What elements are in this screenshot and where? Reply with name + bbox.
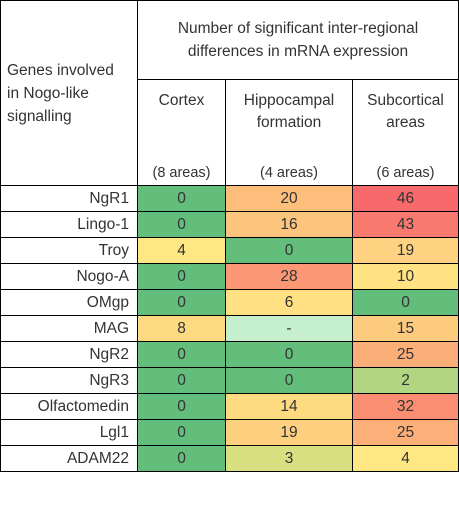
value-cell: 0 (137, 341, 226, 368)
region-label-line: formation (256, 114, 322, 132)
value-cell: 0 (137, 289, 226, 316)
value-cell: 0 (225, 237, 353, 264)
table-row: OMgp 0 6 0 (0, 289, 459, 316)
value-cell: 16 (225, 211, 353, 238)
expression-heatmap-table: Genes involved in Nogo-like signalling N… (0, 0, 459, 472)
region-header-subcortical: Subcortical areas (6 areas) (351, 79, 459, 186)
value-cell: 0 (137, 367, 226, 394)
gene-column-header: Genes involved in Nogo-like signalling (0, 0, 138, 186)
table-row: Lingo-1 0 16 43 (0, 211, 459, 238)
value-cell: 25 (351, 419, 459, 446)
value-cell: 0 (137, 185, 226, 212)
region-label-line: areas (386, 114, 425, 132)
value-cell: 15 (351, 315, 459, 342)
value-cell: 32 (351, 393, 459, 420)
value-cell: 8 (137, 315, 226, 342)
gene-name-cell: OMgp (0, 289, 138, 316)
region-area-count: (4 areas) (259, 165, 319, 181)
value-cell: 19 (351, 237, 459, 264)
span-title-line: differences in mRNA expression (187, 43, 409, 61)
region-header-cortex: Cortex (8 areas) (137, 79, 226, 186)
table-row: NgR3 0 0 2 (0, 367, 459, 394)
value-cell: 14 (225, 393, 353, 420)
value-cell: 4 (137, 237, 226, 264)
region-label: Cortex (158, 92, 205, 110)
gene-header-line: in Nogo-like (7, 84, 89, 102)
gene-name-cell: NgR2 (0, 341, 138, 368)
gene-name-cell: Nogo-A (0, 263, 138, 290)
table-row: NgR1 0 20 46 (0, 185, 459, 212)
region-label-line: Subcortical (367, 92, 444, 110)
value-cell: 4 (351, 445, 459, 472)
table-row: Nogo-A 0 28 10 (0, 263, 459, 290)
region-label: Hippocampal formation (226, 80, 352, 134)
gene-header-line: Genes involved (7, 61, 114, 79)
gene-name-cell: MAG (0, 315, 138, 342)
value-cell: 20 (225, 185, 353, 212)
value-cell: 6 (225, 289, 353, 316)
region-label-line: Hippocampal (243, 92, 335, 110)
value-cell: 0 (137, 211, 226, 238)
value-cell: 0 (137, 393, 226, 420)
table-row: Olfactomedin 0 14 32 (0, 393, 459, 420)
value-cell: 0 (137, 263, 226, 290)
value-cell: 3 (225, 445, 353, 472)
value-cell: 0 (137, 445, 226, 472)
gene-name-cell: Troy (0, 237, 138, 264)
region-area-count: (8 areas) (152, 165, 211, 181)
gene-name-cell: NgR1 (0, 185, 138, 212)
value-cell: 19 (225, 419, 353, 446)
value-cell: 43 (351, 211, 459, 238)
gene-header-line: signalling (7, 107, 72, 125)
region-header-hippocampal: Hippocampal formation (4 areas) (225, 79, 353, 186)
table-row: Lgl1 0 19 25 (0, 419, 459, 446)
span-title-line: Number of significant inter-regional (177, 20, 419, 38)
value-cell: 0 (137, 419, 226, 446)
table-row: NgR2 0 0 25 (0, 341, 459, 368)
value-cell: 2 (351, 367, 459, 394)
gene-name-cell: NgR3 (0, 367, 138, 394)
value-cell: 46 (351, 185, 459, 212)
table-row: Troy 4 0 19 (0, 237, 459, 264)
value-cell: - (225, 315, 353, 342)
table-row: ADAM22 0 3 4 (0, 445, 459, 472)
value-cell: 0 (351, 289, 459, 316)
table-row: MAG 8-15 (0, 315, 459, 342)
value-cell: 28 (225, 263, 353, 290)
gene-name-cell: Olfactomedin (0, 393, 138, 420)
value-cell: 0 (225, 341, 353, 368)
gene-name-cell: Lingo-1 (0, 211, 138, 238)
span-title-header: Number of significant inter-regional dif… (136, 0, 459, 81)
gene-name-cell: ADAM22 (0, 445, 138, 472)
region-label: Subcortical areas (353, 80, 458, 134)
gene-name-cell: Lgl1 (0, 419, 138, 446)
value-cell: 0 (225, 367, 353, 394)
value-cell: 10 (351, 263, 459, 290)
region-area-count: (6 areas) (376, 165, 435, 181)
value-cell: 25 (351, 341, 459, 368)
